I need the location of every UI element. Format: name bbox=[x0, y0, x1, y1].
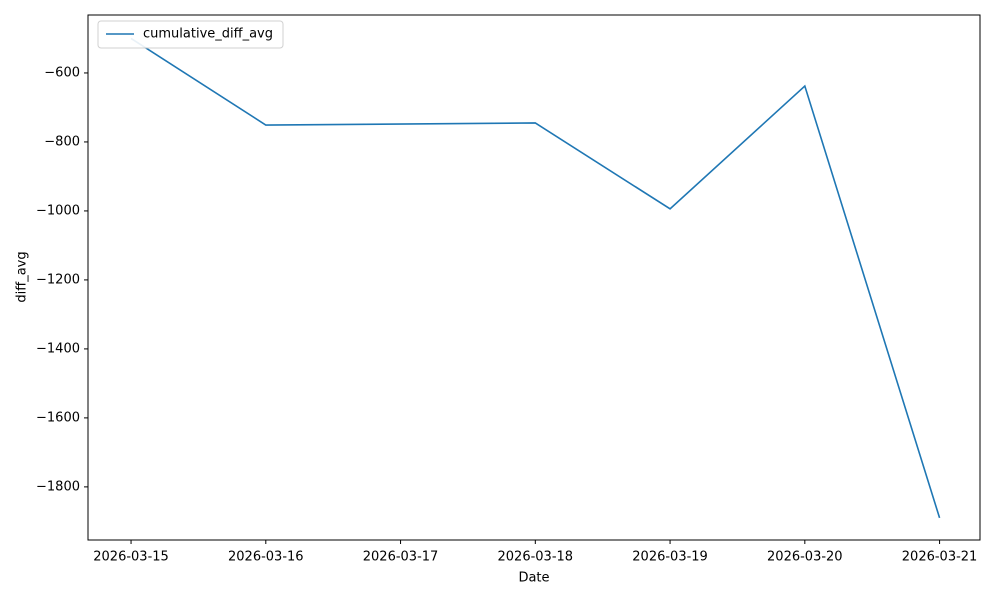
y-tick-label: −800 bbox=[44, 134, 80, 149]
y-tick-label: −1000 bbox=[36, 203, 80, 218]
y-tick-label: −1800 bbox=[36, 479, 80, 494]
legend-label: cumulative_diff_avg bbox=[143, 27, 273, 42]
plot-frame bbox=[87, 14, 981, 541]
x-tick-label: 2026-03-19 bbox=[632, 550, 708, 565]
x-axis-label: Date bbox=[518, 571, 549, 586]
y-tick-label: −1200 bbox=[36, 272, 80, 287]
x-tick-label: 2026-03-18 bbox=[498, 550, 574, 565]
y-tick-label: −1600 bbox=[36, 410, 80, 425]
x-tick-label: 2026-03-15 bbox=[93, 550, 169, 565]
y-tick-label: −1400 bbox=[36, 341, 80, 356]
x-tick-label: 2026-03-17 bbox=[363, 550, 439, 565]
y-tick-label: −600 bbox=[44, 65, 80, 80]
y-axis-label: diff_avg bbox=[15, 251, 30, 302]
x-tick-label: 2026-03-20 bbox=[767, 550, 843, 565]
data-line bbox=[130, 37, 941, 519]
legend-box bbox=[97, 20, 284, 49]
x-tick-label: 2026-03-16 bbox=[228, 550, 304, 565]
x-tick-label: 2026-03-21 bbox=[902, 550, 978, 565]
